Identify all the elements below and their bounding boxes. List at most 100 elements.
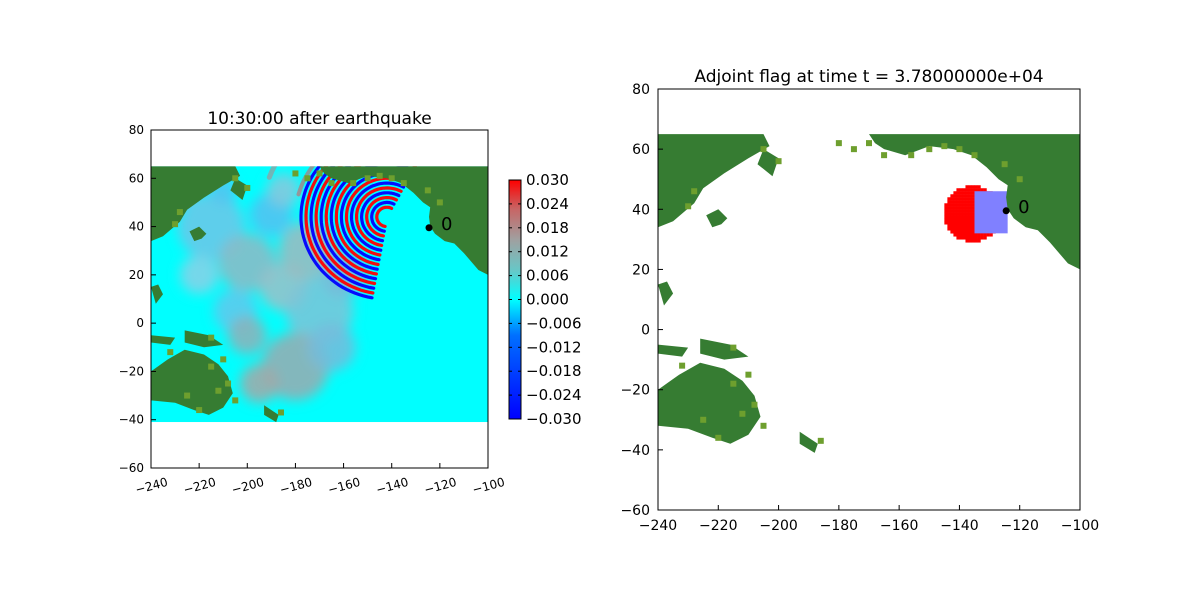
flagged-cell xyxy=(944,209,948,213)
y-tick-label: −60 xyxy=(620,503,650,519)
flagged-cell xyxy=(944,206,948,210)
land-coast-cell xyxy=(172,221,179,228)
flagged-cell xyxy=(956,230,960,234)
flagged-cell xyxy=(965,194,969,198)
flagged-cell xyxy=(968,236,972,240)
flagged-cell xyxy=(971,236,975,240)
flagged-cell xyxy=(983,233,987,237)
flagged-cell xyxy=(971,218,975,222)
flagged-cell xyxy=(965,227,969,231)
y-tick-label: 80 xyxy=(129,123,144,137)
flagged-cell xyxy=(974,236,978,240)
flagged-cell xyxy=(953,209,957,213)
land-coast-cell xyxy=(745,371,752,378)
wave-texture xyxy=(307,323,356,372)
x-tick-label: −200 xyxy=(759,518,797,534)
flagged-cell xyxy=(959,203,963,207)
land-indonesia xyxy=(151,335,176,345)
flagged-cell xyxy=(971,185,975,189)
flagged-cell xyxy=(971,239,975,243)
flagged-cell xyxy=(962,236,966,240)
flagged-cell xyxy=(950,224,954,228)
land-coast-cell xyxy=(244,184,251,191)
land-coast-cell xyxy=(208,334,215,341)
flagged-cell xyxy=(962,209,966,213)
land-coast-cell xyxy=(176,209,183,216)
right-panel: Adjoint flag at time t = 3.78000000e+04 … xyxy=(620,67,1099,534)
wave-texture xyxy=(228,315,267,355)
flagged-cell xyxy=(956,203,960,207)
flagged-cell xyxy=(959,197,963,201)
land-coast-cell xyxy=(436,199,443,206)
flagged-cell xyxy=(965,221,969,225)
flagged-cell xyxy=(953,191,957,195)
flagged-cell xyxy=(953,224,957,228)
land-coast-cell xyxy=(388,175,395,182)
land-coast-cell xyxy=(739,410,746,417)
flagged-cell xyxy=(983,188,987,192)
flagged-cell xyxy=(956,227,960,231)
wave-crest-positive xyxy=(344,176,408,257)
colorbar-ticks: 0.030 0.024 0.018 0.012 0.006 0.000 −0.006 −0.0… xyxy=(509,171,582,428)
land-north-america xyxy=(869,134,1080,270)
flagged-cell xyxy=(959,200,963,204)
flagged-cell xyxy=(968,230,972,234)
colorbar-tick-label: −0.012 xyxy=(526,338,582,356)
colorbar-tick-label: −0.006 xyxy=(526,314,582,332)
flagged-cell xyxy=(947,203,951,207)
flagged-cell xyxy=(956,209,960,213)
flagged-cell xyxy=(950,200,954,204)
land-coast-cell xyxy=(700,416,707,423)
flagged-cell xyxy=(977,236,981,240)
flagged-cell xyxy=(965,209,969,213)
flagged-cell xyxy=(953,215,957,219)
colorbar-tick-label: 0.000 xyxy=(526,291,569,309)
flagged-cell xyxy=(953,203,957,207)
colorbar: 0.030 0.024 0.018 0.012 0.006 0.000 −0.006 −0.0… xyxy=(508,171,582,428)
flagged-cell xyxy=(965,206,969,210)
flagged-cell xyxy=(950,194,954,198)
flagged-cell xyxy=(968,203,972,207)
land-philippines xyxy=(658,281,674,306)
flagged-cell xyxy=(971,224,975,228)
flagged-cell xyxy=(965,233,969,237)
land-kamchatka xyxy=(230,178,248,200)
flagged-cell xyxy=(947,224,951,228)
flagged-cell xyxy=(965,191,969,195)
land-coast-cell xyxy=(328,180,335,187)
flagged-cell xyxy=(977,188,981,192)
flagged-cell xyxy=(971,212,975,216)
flagged-cell xyxy=(962,200,966,204)
y-tick-label: 80 xyxy=(632,82,650,98)
flagged-cell xyxy=(953,221,957,225)
land-coast-cell xyxy=(376,172,383,179)
flagged-cell xyxy=(953,200,957,204)
flagged-cell xyxy=(968,239,972,243)
flagged-cell xyxy=(944,212,948,216)
flagged-cell xyxy=(968,209,972,213)
flagged-cell xyxy=(968,221,972,225)
land-coast-cell xyxy=(956,146,963,153)
flagged-cell xyxy=(974,233,978,237)
land-coast-cell xyxy=(316,170,323,177)
y-tick-label: −20 xyxy=(119,364,144,378)
y-tick-label: −40 xyxy=(119,413,144,427)
flagged-cell xyxy=(953,206,957,210)
flagged-cell xyxy=(962,227,966,231)
flagged-cell xyxy=(965,230,969,234)
flagged-cell xyxy=(947,212,951,216)
land-coast-cell xyxy=(751,401,758,408)
flagged-cell xyxy=(947,221,951,225)
x-tick-label: −100 xyxy=(1061,518,1099,534)
land-coast-cell xyxy=(908,152,915,159)
flagged-cell xyxy=(965,218,969,222)
land-coast-cell xyxy=(850,146,857,153)
flagged-cell xyxy=(953,197,957,201)
x-tick-label: −180 xyxy=(278,475,313,497)
flagged-cell xyxy=(968,218,972,222)
wave-trough-negative xyxy=(360,191,401,243)
x-tick-label: −240 xyxy=(134,475,169,497)
flagged-cell xyxy=(956,224,960,228)
land-coast-cell xyxy=(196,407,203,414)
